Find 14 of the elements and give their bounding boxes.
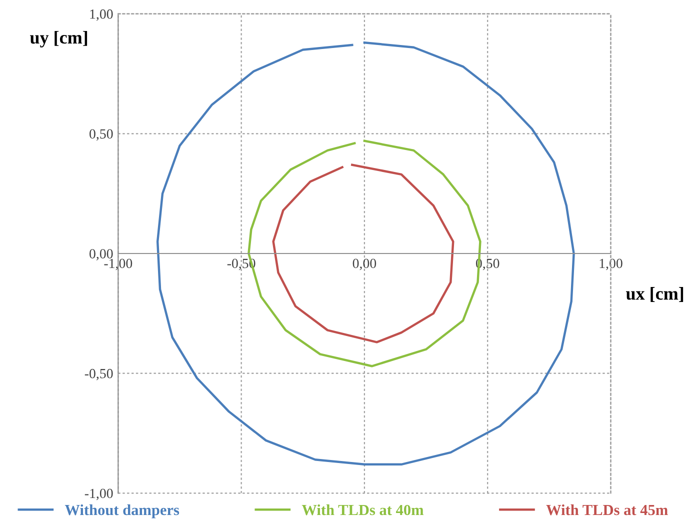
- legend-label: Without dampers: [64, 504, 180, 518]
- x-tick-label: 0,00: [352, 258, 376, 270]
- y-axis-title: uy [cm]: [30, 30, 88, 48]
- legend-label: With TLDs at 40m: [302, 504, 424, 516]
- y-tick-label: 0,00: [90, 249, 113, 260]
- line-series: [272, 164, 454, 344]
- y-tick-label: 1,00: [90, 9, 113, 21]
- x-axis-title: ux [cm]: [626, 287, 684, 302]
- y-tick-label: -0,50: [84, 368, 113, 380]
- x-tick-label: 1,00: [600, 258, 622, 270]
- line-series: [156, 41, 575, 466]
- legend-label: With TLDs at 45m: [546, 504, 668, 516]
- y-tick-label: 0,50: [90, 129, 113, 141]
- y-tick-label: -1,00: [84, 488, 113, 500]
